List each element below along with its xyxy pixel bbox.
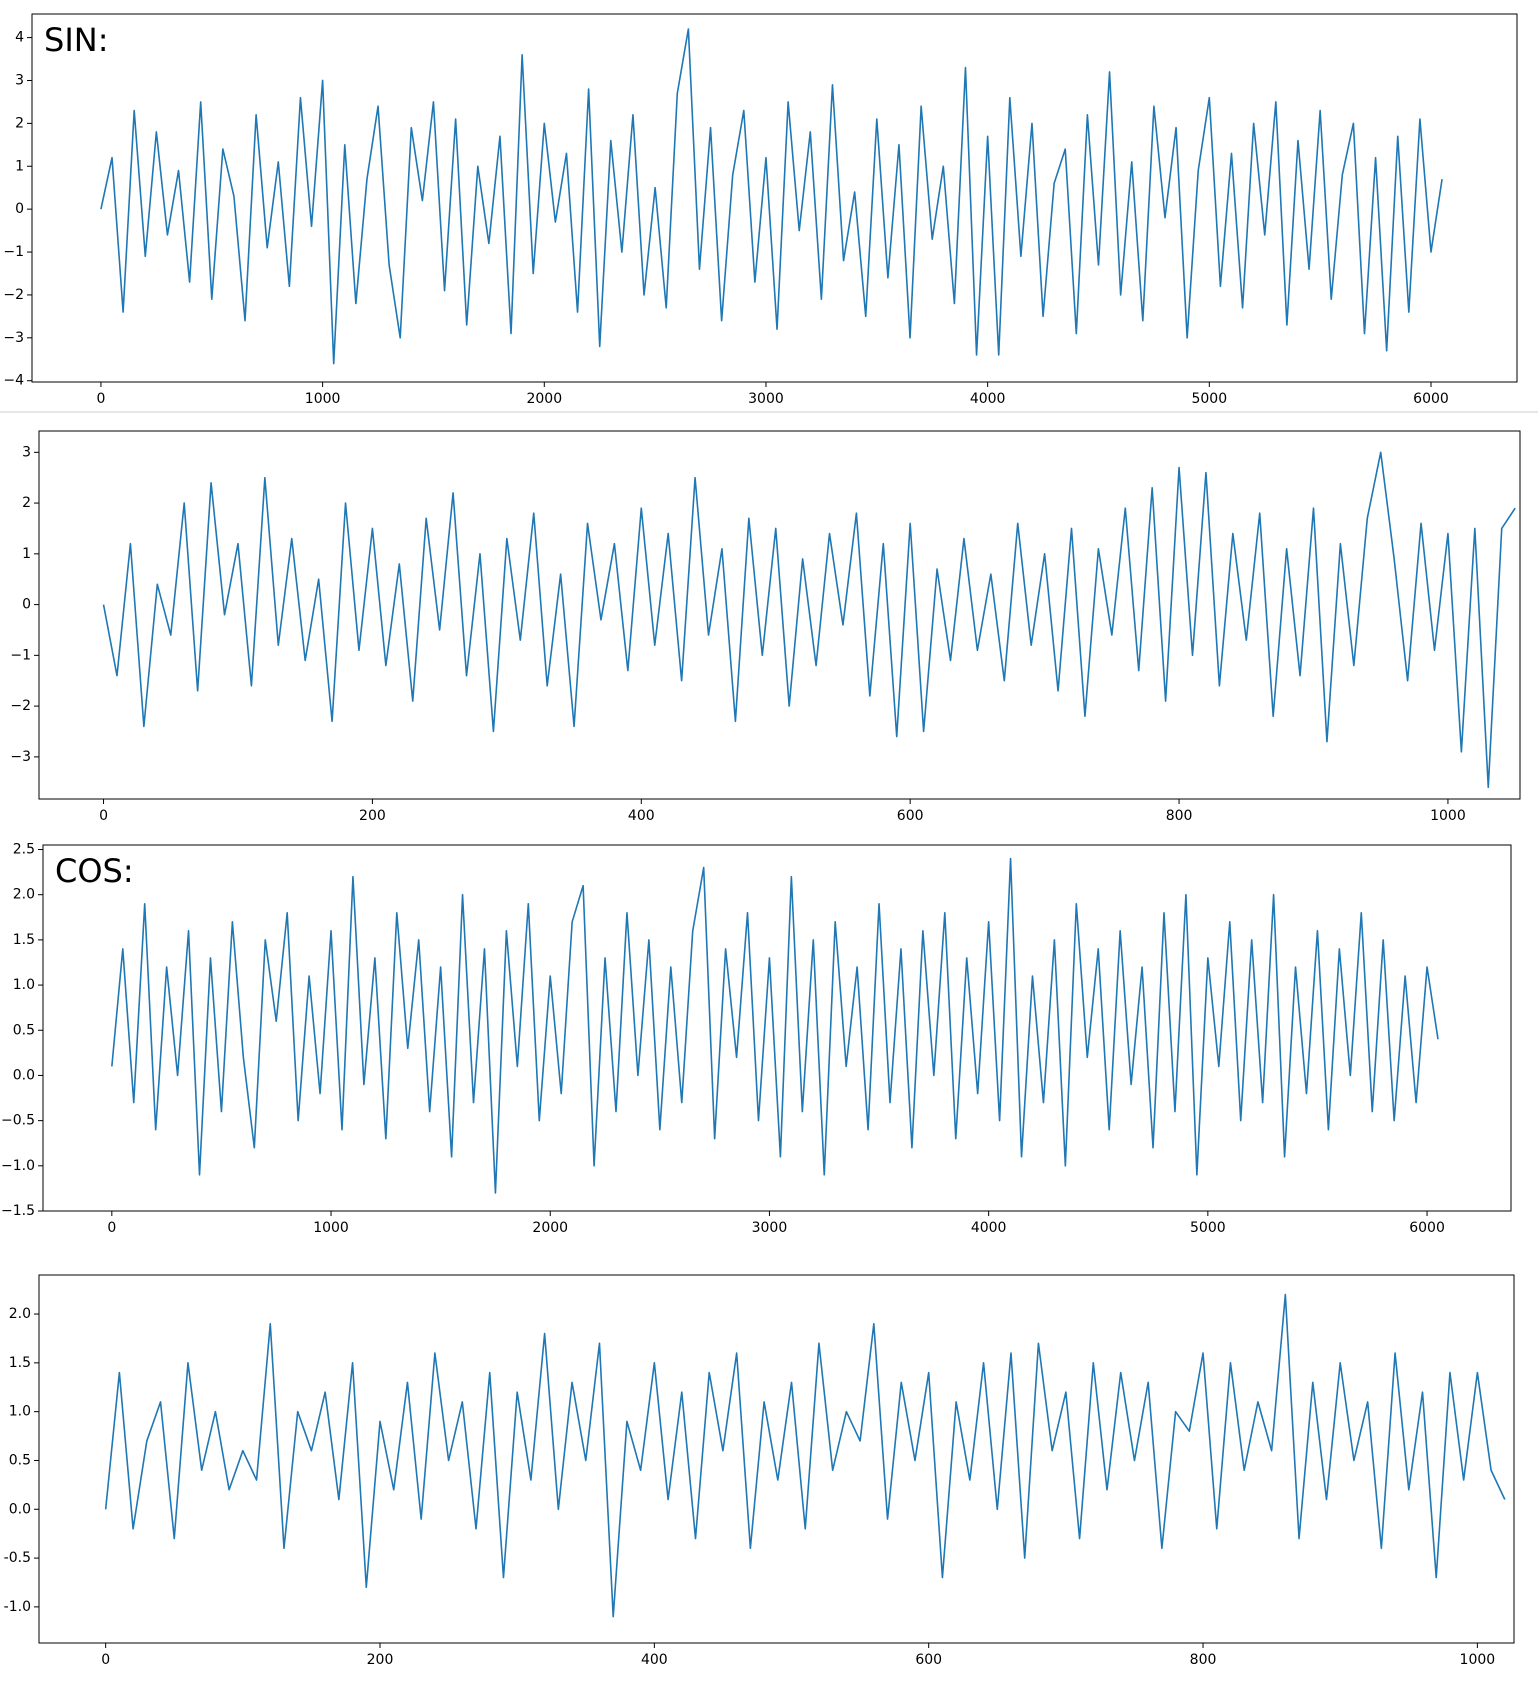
x-tick-label: 1000 xyxy=(313,1220,349,1236)
y-tick-label: 2 xyxy=(15,115,24,131)
x-tick-label: 4000 xyxy=(970,391,1006,407)
x-tick-label: 800 xyxy=(1166,808,1193,824)
y-tick-label: 1.0 xyxy=(13,977,35,993)
y-tick-label: 0 xyxy=(22,597,31,613)
annotation: SIN: xyxy=(44,21,108,59)
x-tick-label: 600 xyxy=(915,1652,942,1668)
y-tick-label: −2 xyxy=(3,287,24,303)
x-tick-label: 6000 xyxy=(1409,1220,1445,1236)
y-tick-label: 0.5 xyxy=(9,1452,31,1468)
axes-frame xyxy=(42,844,1512,1212)
x-tick-label: 4000 xyxy=(971,1220,1007,1236)
axes-frame xyxy=(38,430,1521,800)
y-tick-label: 0.0 xyxy=(9,1501,31,1517)
y-tick-label: −3 xyxy=(3,330,24,346)
x-tick-label: 800 xyxy=(1190,1652,1217,1668)
y-tick-label: 3 xyxy=(22,444,31,460)
y-tick-label: −1 xyxy=(3,244,24,260)
y-tick-label: 2.5 xyxy=(13,842,35,858)
y-tick-label: 1 xyxy=(15,158,24,174)
y-tick-label: 4 xyxy=(15,30,24,46)
y-tick-label: 1.0 xyxy=(9,1404,31,1420)
y-tick-label: 0.0 xyxy=(13,1067,35,1083)
axes-frame xyxy=(38,1274,1515,1644)
y-tick-label: -0.5 xyxy=(4,1550,31,1566)
x-tick-label: 3000 xyxy=(752,1220,788,1236)
y-tick-label: −3 xyxy=(10,749,31,765)
x-tick-label: 0 xyxy=(107,1220,116,1236)
x-tick-label: 5000 xyxy=(1191,391,1227,407)
y-tick-label: −1 xyxy=(10,647,31,663)
y-tick-label: 1.5 xyxy=(13,932,35,948)
x-tick-label: 1000 xyxy=(1430,808,1466,824)
x-tick-label: 6000 xyxy=(1413,391,1449,407)
y-tick-label: 1 xyxy=(22,546,31,562)
y-tick-label: 3 xyxy=(15,72,24,88)
x-tick-label: 200 xyxy=(367,1652,394,1668)
x-tick-label: 5000 xyxy=(1190,1220,1226,1236)
annotation: COS: xyxy=(55,852,134,890)
x-tick-label: 3000 xyxy=(748,391,784,407)
y-tick-label: 2 xyxy=(22,495,31,511)
y-tick-label: −4 xyxy=(3,373,24,389)
y-tick-label: −2 xyxy=(10,698,31,714)
x-tick-label: 0 xyxy=(96,391,105,407)
y-tick-label: 0 xyxy=(15,201,24,217)
y-tick-label: −0.5 xyxy=(1,1113,35,1129)
x-tick-label: 2000 xyxy=(526,391,562,407)
x-tick-label: 0 xyxy=(101,1652,110,1668)
y-tick-label: −1.0 xyxy=(1,1158,35,1174)
y-tick-label: 1.5 xyxy=(9,1355,31,1371)
x-tick-label: 1000 xyxy=(305,391,341,407)
data-line xyxy=(111,857,1439,1194)
axes-frame xyxy=(31,13,1518,383)
data-line xyxy=(100,28,1443,365)
y-tick-label: 2.0 xyxy=(9,1306,31,1322)
x-tick-label: 400 xyxy=(628,808,655,824)
data-line xyxy=(102,451,1516,789)
y-tick-label: -1.0 xyxy=(4,1599,31,1615)
x-tick-label: 1000 xyxy=(1460,1652,1496,1668)
x-tick-label: 600 xyxy=(897,808,924,824)
data-line xyxy=(104,1293,1506,1618)
x-tick-label: 200 xyxy=(359,808,386,824)
y-tick-label: −1.5 xyxy=(1,1203,35,1219)
y-tick-label: 2.0 xyxy=(13,887,35,903)
x-tick-label: 0 xyxy=(99,808,108,824)
x-tick-label: 2000 xyxy=(532,1220,568,1236)
y-tick-label: 0.5 xyxy=(13,1022,35,1038)
x-tick-label: 400 xyxy=(641,1652,668,1668)
